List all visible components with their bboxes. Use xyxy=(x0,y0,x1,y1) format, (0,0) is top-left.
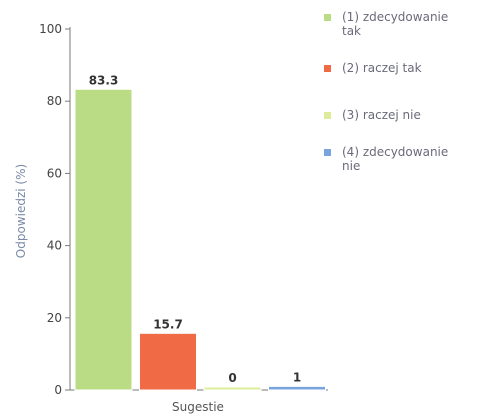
legend-label-1-cont: tak xyxy=(342,24,362,38)
x-axis-label: Sugestie xyxy=(172,400,224,414)
legend: (1) zdecydowanie tak (2) raczej tak (3) … xyxy=(322,8,487,173)
legend-item-2: (2) raczej tak xyxy=(322,61,487,75)
legend-swatch-3 xyxy=(324,112,331,119)
legend-swatch-2 xyxy=(324,65,331,72)
bar-value-label: 0 xyxy=(228,371,236,385)
legend-label-3: (3) raczej nie xyxy=(342,108,421,122)
legend-swatch-1 xyxy=(324,14,331,21)
legend-item-1: (1) zdecydowanie tak xyxy=(322,10,487,38)
legend-item-3: (3) raczej nie xyxy=(322,108,487,122)
y-tick-label: 80 xyxy=(47,94,62,108)
bar xyxy=(203,386,262,391)
y-tick-label: 20 xyxy=(47,311,62,325)
bar-value-label: 83.3 xyxy=(89,73,119,87)
bar xyxy=(139,332,197,391)
y-tick-label: 60 xyxy=(47,166,62,180)
legend-label-2: (2) raczej tak xyxy=(342,61,422,75)
legend-label-1: (1) zdecydowanie xyxy=(342,10,449,24)
y-tick-label: 0 xyxy=(54,383,62,397)
legend-label-4-cont: nie xyxy=(342,159,361,173)
bar-value-label: 15.7 xyxy=(153,317,183,331)
bar xyxy=(268,385,326,391)
bar xyxy=(74,88,133,391)
bar-value-label: 1 xyxy=(293,370,301,384)
plot-area: 0 20 40 60 80 100 83.3 15.7 0 1 xyxy=(39,22,328,397)
y-tick-label: 100 xyxy=(39,22,62,36)
legend-label-4: (4) zdecydowanie xyxy=(342,145,449,159)
y-axis-label: Odpowiedzi (%) xyxy=(14,164,28,258)
y-tick-label: 40 xyxy=(47,239,62,253)
legend-swatch-4 xyxy=(324,149,331,156)
legend-item-4: (4) zdecydowanie nie xyxy=(322,145,487,173)
